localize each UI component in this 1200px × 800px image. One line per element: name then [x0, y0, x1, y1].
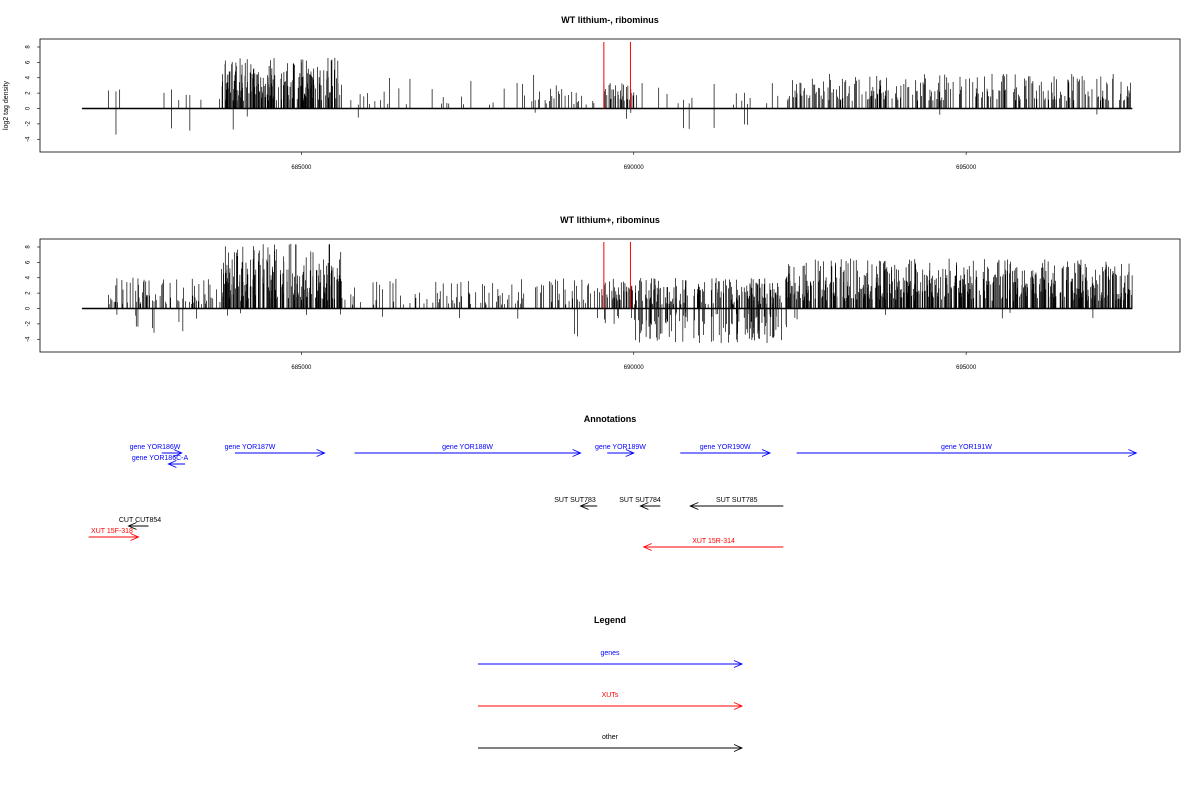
y-axis-title: log2 tag density: [3, 80, 10, 130]
feature-arrowhead: [167, 460, 177, 468]
feature-gene: gene YOR186C-A: [132, 455, 189, 468]
feature-other: SUT SUT784: [619, 497, 661, 510]
feature-label: XUT 15R-314: [692, 538, 735, 545]
y-tick-label: 8: [26, 45, 32, 49]
feature-arrowhead: [316, 449, 326, 457]
feature-other: SUT SUT785: [689, 497, 784, 510]
chart-panel-2: WT lithium+, ribominus -4 -2 0 2 4 6 8 685000 690…: [26, 215, 1181, 371]
feature-other: CUT CUT854: [119, 517, 161, 530]
data-bars: [108, 57, 1131, 135]
x-tick-label: 685000: [291, 165, 312, 171]
y-tick-label: 6: [26, 60, 32, 64]
feature-label: gene YOR186W: [130, 444, 181, 451]
feature-arrowhead: [1128, 449, 1138, 457]
feature-gene: gene YOR189W: [595, 444, 646, 457]
y-tick-label: 4: [26, 75, 32, 79]
legend-entry: other: [478, 734, 744, 752]
y-tick-label: 6: [26, 260, 32, 264]
legend-label: other: [602, 734, 619, 741]
x-tick-label: 690000: [624, 365, 645, 371]
feature-label: gene YOR186C-A: [132, 455, 189, 462]
feature-arrowhead: [733, 702, 744, 710]
feature-arrowhead: [761, 449, 772, 457]
x-tick-label: 695000: [956, 165, 977, 171]
feature-label: gene YOR187W: [225, 444, 276, 451]
feature-label: CUT CUT854: [119, 517, 161, 524]
y-tick-label: 2: [26, 91, 32, 95]
feature-other: SUT SUT783: [554, 497, 598, 510]
y-tick-label: 8: [26, 245, 32, 249]
chart-title: WT lithium+, ribominus: [560, 215, 660, 225]
feature-label: gene YOR189W: [595, 444, 646, 451]
feature-arrowhead: [572, 449, 582, 457]
legend-label: XUTs: [602, 692, 619, 699]
feature-arrowhead: [625, 449, 635, 457]
chart-title: WT lithium-, ribominus: [561, 15, 659, 25]
legend-title: Legend: [594, 615, 626, 625]
y-tick-label: -2: [26, 121, 32, 127]
legend: Legend genes XUTs other: [478, 615, 744, 752]
feature-label: SUT SUT783: [554, 497, 596, 504]
feature-arrowhead: [127, 522, 137, 530]
y-tick-label: -2: [26, 321, 32, 327]
y-tick-label: -4: [26, 336, 32, 342]
feature-gene: gene YOR190W: [680, 444, 772, 457]
y-tick-label: 4: [26, 275, 32, 279]
feature-label: gene YOR191W: [941, 444, 992, 451]
annotations-title: Annotations: [584, 414, 637, 424]
feature-label: SUT SUT785: [716, 497, 758, 504]
feature-arrowhead: [689, 502, 699, 510]
feature-label: gene YOR190W: [700, 444, 751, 451]
feature-label: XUT 15F-318: [91, 528, 133, 535]
feature-label: SUT SUT784: [619, 497, 661, 504]
legend-label: genes: [600, 650, 620, 657]
legend-entry: genes: [478, 650, 744, 668]
feature-label: gene YOR188W: [442, 444, 493, 451]
feature-xut: XUT 15F-318: [88, 528, 140, 541]
feature-arrowhead: [733, 660, 744, 668]
plot-frame: [39, 38, 1181, 153]
y-tick-label: 2: [26, 291, 32, 295]
feature-gene: gene YOR191W: [796, 444, 1138, 457]
x-tick-label: 690000: [624, 165, 645, 171]
plot-frame: [39, 238, 1181, 353]
x-tick-label: 685000: [291, 365, 312, 371]
feature-gene: gene YOR188W: [354, 444, 582, 457]
feature-arrowhead: [579, 502, 589, 510]
x-tick-label: 695000: [956, 365, 977, 371]
feature-arrowhead: [173, 449, 183, 457]
y-tick-label: 0: [26, 106, 32, 110]
chart-panel-1: WT lithium-, ribominus -4 -2 0 2 4 6 8 log2 tag …: [3, 15, 1181, 171]
feature-gene: gene YOR187W: [225, 444, 326, 457]
feature-arrowhead: [639, 502, 649, 510]
data-bars: [108, 243, 1133, 344]
feature-arrowhead: [642, 543, 652, 551]
feature-arrowhead: [733, 744, 744, 752]
feature-xut: XUT 15R-314: [642, 538, 784, 551]
feature-arrowhead: [130, 533, 140, 541]
legend-entry: XUTs: [478, 692, 744, 710]
y-tick-label: -4: [26, 136, 32, 142]
feature-gene: gene YOR186W: [130, 444, 183, 457]
y-tick-label: 0: [26, 306, 32, 310]
annotations-track: Annotations gene YOR186W gene YOR186C-A gen…: [88, 414, 1138, 551]
